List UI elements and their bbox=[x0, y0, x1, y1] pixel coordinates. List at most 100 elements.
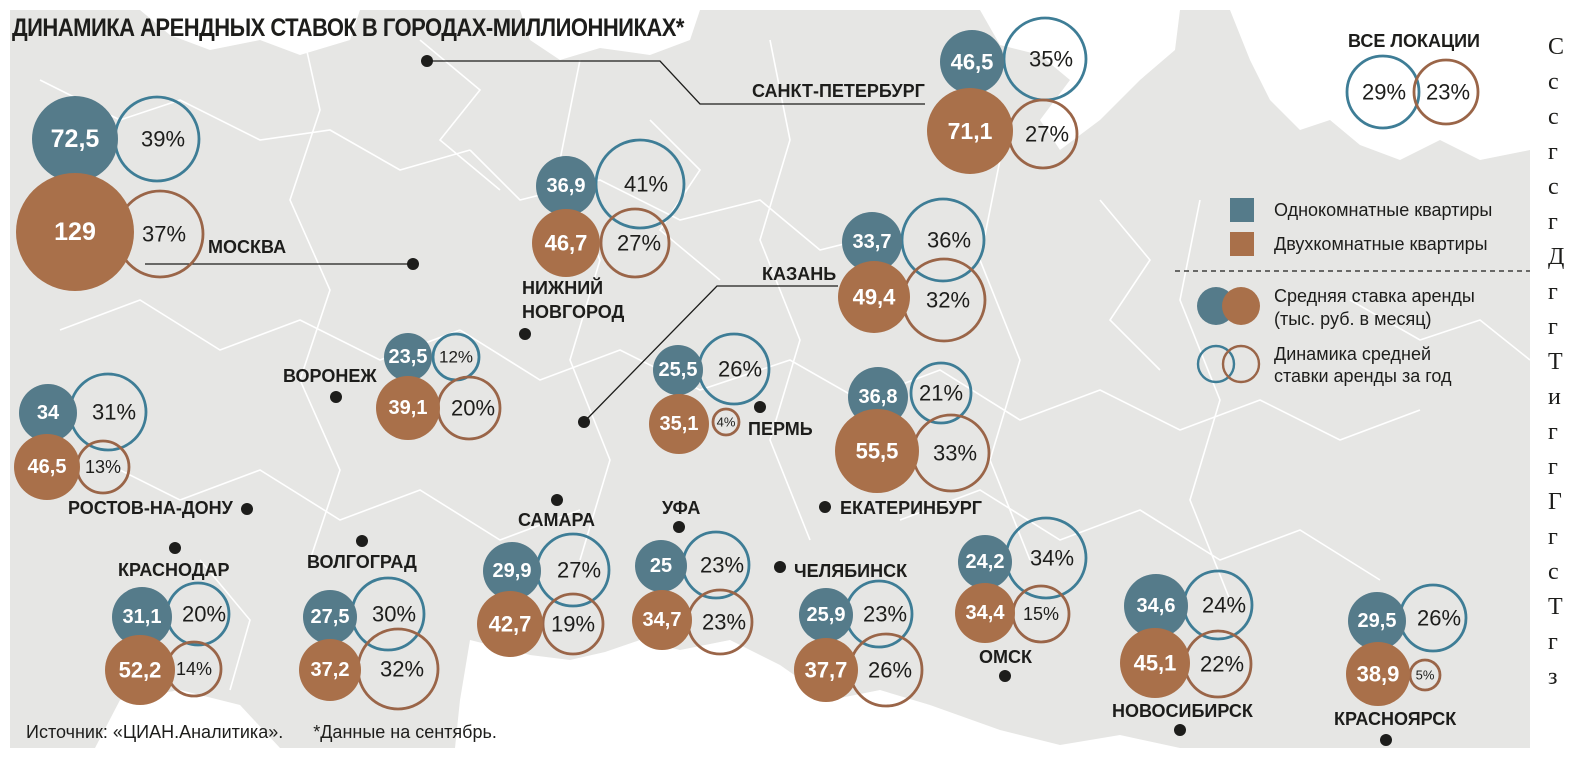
one-room-change-value: 30% bbox=[372, 602, 416, 627]
city-name-label: САНКТ-ПЕТЕРБУРГ bbox=[752, 81, 925, 101]
city-location-dot bbox=[169, 542, 181, 554]
two-room-rate-circle bbox=[838, 261, 910, 333]
edge-text-line: г bbox=[1548, 629, 1558, 655]
one-room-rate-circle bbox=[1124, 574, 1188, 638]
city-group: 34 46,5 31% 13% bbox=[14, 372, 148, 500]
two-room-rate-circle bbox=[1346, 642, 1410, 706]
city-name-label: ОМСК bbox=[979, 647, 1033, 667]
city-group: 29,5 38,9 26% 5% bbox=[1346, 583, 1468, 706]
two-room-rate-circle bbox=[299, 639, 361, 701]
city-name-label: КРАСНОЯРСК bbox=[1334, 709, 1457, 729]
two-room-change-value: 33% bbox=[933, 441, 977, 466]
one-room-rate-circle bbox=[842, 212, 902, 272]
two-room-rate-value: 35,1 bbox=[660, 413, 699, 435]
city-group: 29,9 42,7 27% 19% bbox=[477, 532, 611, 657]
edge-text-line: г bbox=[1548, 314, 1558, 340]
city-group: 31,1 52,2 20% 14% bbox=[105, 581, 231, 705]
legend-box: Однокомнатные квартиры Двухкомнатные квар… bbox=[1175, 198, 1530, 386]
source-text: Источник: «ЦИАН.Аналитика». bbox=[26, 722, 284, 742]
two-room-change-ring bbox=[599, 207, 671, 279]
city-group: 23,5 39,1 12% 20% bbox=[376, 332, 502, 441]
legend-dynamics-one-icon bbox=[1196, 344, 1236, 384]
all-locations-label: ВСЕ ЛОКАЦИИ bbox=[1348, 31, 1480, 51]
city-location-dot bbox=[774, 561, 786, 573]
two-room-change-value: 27% bbox=[1025, 122, 1069, 147]
one-room-rate-value: 23,5 bbox=[389, 346, 428, 368]
one-room-rate-circle bbox=[799, 588, 853, 642]
one-room-change-value: 24% bbox=[1202, 593, 1246, 618]
edge-text-line: г bbox=[1548, 419, 1558, 445]
edge-text-line: и bbox=[1548, 384, 1561, 410]
city-name-label: НОВОСИБИРСК bbox=[1112, 701, 1254, 721]
two-room-rate-value: 71,1 bbox=[948, 118, 993, 144]
two-room-rate-circle bbox=[1120, 628, 1190, 698]
legend-one-room-swatch bbox=[1230, 198, 1254, 222]
two-room-rate-value: 52,2 bbox=[119, 658, 162, 683]
legend-two-room-label: Двухкомнатные квартиры bbox=[1274, 234, 1488, 254]
city-name-label: КАЗАНЬ bbox=[762, 264, 836, 284]
city-location-dot bbox=[754, 401, 766, 413]
two-room-rate-value: 45,1 bbox=[1134, 651, 1177, 676]
one-room-rate-value: 46,5 bbox=[951, 50, 994, 75]
legend-dynamics-label: Динамика средней bbox=[1274, 344, 1431, 364]
one-room-change-value: 26% bbox=[718, 357, 762, 382]
sea-area-2 bbox=[600, 690, 800, 748]
one-room-rate-value: 36,8 bbox=[859, 386, 898, 408]
city-name-label: МОСКВА bbox=[208, 237, 286, 257]
one-room-change-value: 23% bbox=[863, 602, 907, 627]
edge-text-line: Т bbox=[1548, 594, 1563, 620]
one-room-rate-circle bbox=[19, 384, 77, 442]
two-room-rate-value: 42,7 bbox=[489, 612, 532, 637]
city-location-dot bbox=[1380, 734, 1392, 746]
city-group: 46,5 71,1 35% 27% bbox=[927, 16, 1088, 174]
one-room-change-value: 12% bbox=[439, 348, 473, 367]
city-labels: МОСКВА САНКТ-ПЕТЕРБУРГ НИЖНИЙ НОВГОРОД КАЗАН… bbox=[68, 81, 1457, 729]
one-room-rate-circle bbox=[536, 156, 596, 216]
one-room-rate-circle bbox=[483, 542, 541, 600]
chart-title: ДИНАМИКА АРЕНДНЫХ СТАВОК В ГОРОДАХ-МИЛЛИ… bbox=[12, 14, 684, 42]
city-name-label: ПЕРМЬ bbox=[748, 419, 813, 439]
two-room-rate-value: 49,4 bbox=[853, 285, 897, 310]
two-room-rate-circle bbox=[532, 209, 600, 277]
city-location-dot bbox=[673, 521, 685, 533]
one-room-change-value: 36% bbox=[927, 228, 971, 253]
city-group: 24,2 34,4 34% 15% bbox=[955, 516, 1088, 644]
all-one-room-change-value: 29% bbox=[1362, 80, 1406, 105]
city-location-dot bbox=[330, 391, 342, 403]
city-location-dot bbox=[1174, 724, 1186, 736]
city-name-label: НИЖНИЙ НОВГОРОД bbox=[522, 277, 624, 322]
two-room-change-value: 15% bbox=[1023, 604, 1059, 624]
city-location-dot bbox=[356, 535, 368, 547]
legend-avg-rate-two-icon bbox=[1222, 287, 1260, 325]
two-room-rate-value: 37,7 bbox=[805, 658, 848, 683]
two-room-rate-circle bbox=[477, 591, 543, 657]
two-room-change-value: 37% bbox=[142, 222, 186, 247]
one-room-rate-circle bbox=[112, 587, 172, 647]
all-locations-group: ВСЕ ЛОКАЦИИ 29% 23% bbox=[1345, 31, 1480, 130]
one-room-rate-circle bbox=[1348, 592, 1406, 650]
edge-text-line: г bbox=[1548, 209, 1558, 235]
edge-text-line: г bbox=[1548, 279, 1558, 305]
two-room-rate-circle bbox=[376, 376, 440, 440]
one-room-change-value: 39% bbox=[141, 127, 185, 152]
city-name-label: САМАРА bbox=[518, 510, 595, 530]
city-name-label: ВОЛГОГРАД bbox=[307, 552, 417, 572]
two-room-change-ring bbox=[711, 407, 741, 437]
one-room-rate-value: 33,7 bbox=[853, 231, 892, 253]
one-room-change-value: 27% bbox=[557, 558, 601, 583]
two-room-change-value: 13% bbox=[85, 457, 121, 477]
city-name-label: УФА bbox=[662, 498, 700, 518]
two-room-rate-circle bbox=[794, 638, 858, 702]
two-room-change-value: 32% bbox=[926, 288, 970, 313]
one-room-rate-value: 29,5 bbox=[1358, 610, 1397, 632]
edge-text-line: с bbox=[1548, 69, 1559, 95]
city-group: 25 34,7 23% 23% bbox=[632, 530, 754, 656]
all-two-room-change-ring bbox=[1412, 58, 1480, 126]
one-room-rate-circle bbox=[384, 333, 432, 381]
legend-dynamics-two-icon bbox=[1221, 344, 1261, 384]
city-leader-line bbox=[583, 285, 838, 423]
edge-text-line: С bbox=[1548, 34, 1565, 60]
two-room-change-value: 19% bbox=[551, 612, 595, 637]
edge-text-line: с bbox=[1548, 174, 1559, 200]
